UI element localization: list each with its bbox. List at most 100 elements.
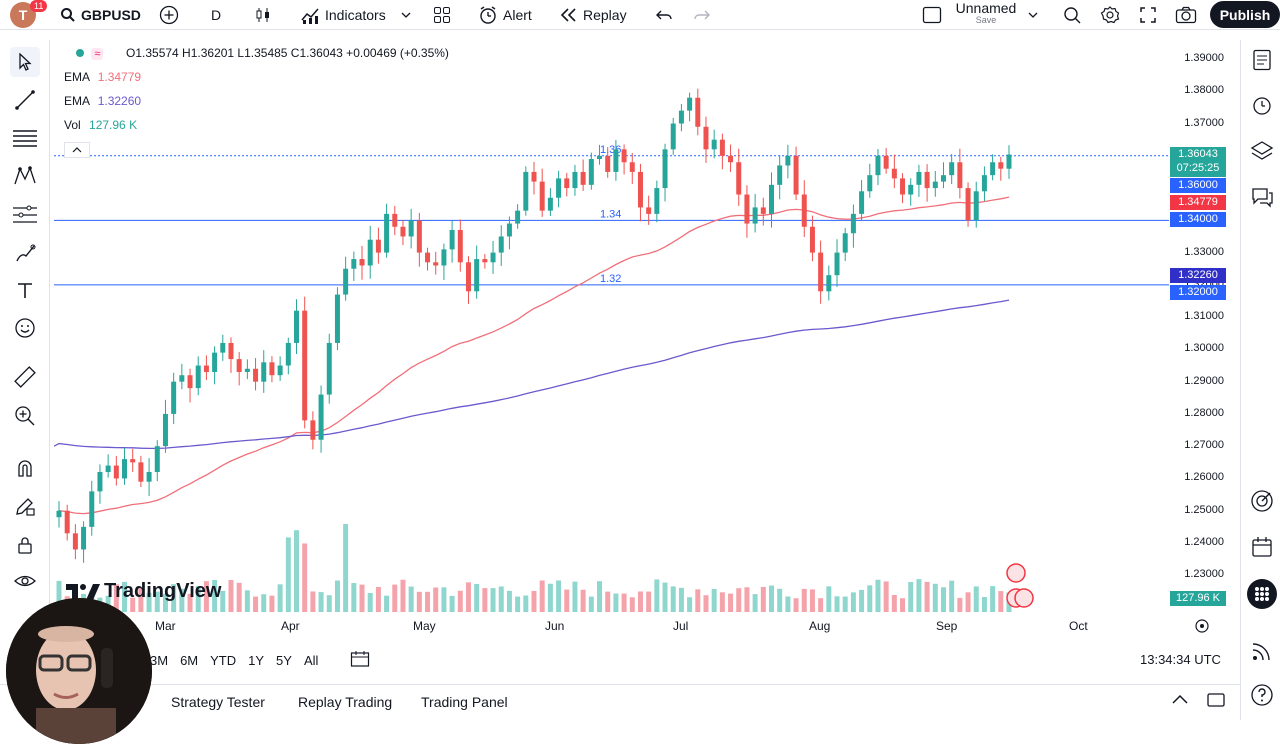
volume-bar [326, 595, 332, 612]
horizontal-lines-tool[interactable] [10, 123, 40, 153]
cursor-tool[interactable] [10, 47, 40, 77]
volume-bar [490, 588, 496, 612]
sparkle-search-icon [1064, 7, 1081, 24]
candle-body [72, 533, 78, 550]
chevron-up-icon [1172, 694, 1188, 704]
volume-bar [793, 598, 799, 612]
chats-button[interactable] [1248, 183, 1276, 211]
symbol-search-button[interactable]: GBPUSD [60, 0, 141, 30]
undo-button[interactable] [655, 0, 673, 30]
collapse-panel-button[interactable] [1170, 692, 1190, 713]
drawing-mode-tool[interactable] [10, 491, 40, 521]
candle-body [425, 252, 431, 263]
volume-bar [736, 588, 742, 612]
compare-symbol-button[interactable] [159, 0, 179, 30]
pattern-tool[interactable] [10, 161, 40, 191]
emoji-tool[interactable] [10, 313, 40, 343]
candle-body [130, 459, 136, 463]
price-chart[interactable]: 1.361.341.32 [54, 40, 1229, 640]
chart-type-button[interactable] [254, 0, 272, 30]
price-tick-label: 1.28000 [1184, 406, 1224, 419]
candle-body [392, 213, 398, 227]
fullscreen-button[interactable] [1139, 0, 1157, 30]
redo-button[interactable] [693, 0, 711, 30]
volume-bar [269, 595, 275, 612]
magnet-tool[interactable] [10, 453, 40, 483]
range-6m[interactable]: 6M [180, 652, 199, 668]
volume-bar [539, 580, 545, 612]
watchlist-button[interactable] [1248, 46, 1276, 74]
time-tick-label: Sep [936, 619, 958, 633]
alert-button[interactable]: Alert [478, 0, 532, 30]
ideas-button[interactable] [1248, 487, 1276, 515]
publish-button[interactable]: Publish [1210, 1, 1280, 28]
range-5y[interactable]: 5Y [276, 652, 292, 668]
layout-checkbox[interactable] [922, 0, 942, 30]
range-all[interactable]: All [303, 652, 319, 668]
volume-bar [940, 587, 946, 612]
zoom-tool[interactable] [10, 401, 40, 431]
candle-body [990, 162, 996, 176]
calendar-button[interactable] [1248, 533, 1276, 561]
goto-date-button[interactable] [1194, 618, 1210, 639]
templates-button[interactable] [433, 0, 451, 30]
products-button[interactable] [1247, 579, 1277, 609]
tab-strategy-tester[interactable]: Strategy Tester [171, 694, 265, 710]
volume-bar [294, 530, 299, 612]
forecast-tool[interactable] [10, 200, 40, 230]
stream-button[interactable] [1248, 637, 1276, 665]
price-tick-label: 1.24000 [1184, 536, 1224, 548]
layout-name-button[interactable]: Unnamed Save [950, 1, 1022, 26]
candle-body [662, 149, 668, 189]
bottom-panel-bar [0, 684, 1240, 720]
snapshot-button[interactable] [1175, 0, 1197, 30]
volume-legend[interactable]: Vol 127.96 K [64, 118, 137, 132]
layout-menu-button[interactable] [1028, 0, 1038, 30]
replay-button[interactable]: Replay [560, 0, 627, 30]
brush-tool[interactable] [10, 238, 40, 268]
help-button[interactable] [1248, 681, 1276, 709]
grid-icon [434, 7, 450, 23]
alerts-panel-button[interactable] [1248, 91, 1276, 119]
ema-fast-line [58, 196, 1010, 515]
volume-bar [834, 596, 840, 612]
candle-body [302, 310, 308, 421]
interval-button[interactable]: D [211, 0, 221, 30]
date-range-button[interactable] [350, 650, 370, 671]
last-price-value: 1.36043 [1178, 148, 1218, 160]
candle-body [154, 446, 160, 473]
utc-clock[interactable]: 13:34:34 UTC [1140, 652, 1221, 667]
pencil-lock-icon [16, 498, 35, 516]
range-3m[interactable]: 3M [150, 652, 169, 668]
text-tool[interactable] [10, 275, 40, 305]
maximize-panel-button[interactable] [1206, 692, 1226, 713]
candle-body [433, 262, 439, 266]
ema-slow-legend[interactable]: EMA 1.32260 [64, 94, 141, 108]
hide-drawings-tool[interactable] [10, 566, 40, 596]
search-icon [61, 8, 75, 22]
candle-body [97, 472, 103, 492]
candle-body [408, 220, 414, 237]
ema-fast-label: EMA [64, 70, 90, 84]
volume-bar [359, 584, 365, 612]
tradingview-logo-icon [66, 583, 100, 600]
indicators-button[interactable]: Indicators [300, 0, 411, 30]
ema-fast-legend[interactable]: EMA 1.34779 [64, 70, 141, 84]
volume-bar [375, 586, 381, 612]
bar-countdown: 07:25:25 [1176, 162, 1220, 174]
measure-tool[interactable] [10, 362, 40, 392]
tab-trading-panel[interactable]: Trading Panel [421, 694, 508, 710]
lock-drawings-tool[interactable] [10, 530, 40, 560]
hline-label-136: 1.36000 [1170, 178, 1226, 193]
settings-button[interactable] [1100, 0, 1120, 30]
volume-price-label: 127.96 K [1170, 591, 1226, 606]
range-ytd[interactable]: YTD [210, 652, 237, 668]
tab-replay-trading[interactable]: Replay Trading [298, 694, 393, 710]
range-1y[interactable]: 1Y [248, 652, 265, 668]
collapse-legend-button[interactable] [64, 142, 90, 158]
candle-body [146, 472, 152, 482]
object-tree-button[interactable] [1248, 137, 1276, 165]
quick-search-button[interactable] [1062, 0, 1082, 30]
trend-line-tool[interactable] [10, 85, 40, 115]
volume-bar [719, 592, 725, 612]
